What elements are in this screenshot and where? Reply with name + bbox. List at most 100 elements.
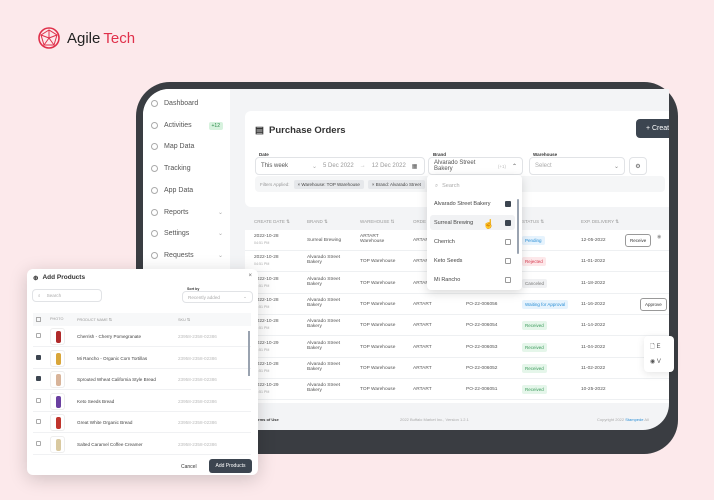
date-to[interactable]: 12 Dec 2022 <box>371 163 406 169</box>
brand-option-label: Cherrich <box>434 238 455 245</box>
product-search-input[interactable]: ⌕ Search <box>32 289 102 302</box>
menu-item-edit[interactable]: 🗋 E <box>650 342 661 352</box>
column-header[interactable]: ORDE <box>413 219 427 224</box>
brand-search-input[interactable]: Search <box>442 183 460 189</box>
checkbox[interactable] <box>505 238 511 245</box>
warehouse-select[interactable]: Select ⌄ <box>529 157 625 175</box>
create-time: 04:51 PM <box>254 326 270 331</box>
sidebar-item-reports[interactable]: Reports ⌄ <box>151 208 223 216</box>
product-row[interactable]: Great White Organic Bread 23958-2358-0238… <box>33 412 251 433</box>
sidebar-item-map-data[interactable]: Map Data <box>151 143 223 151</box>
date-filter[interactable]: This week ⌄ 5 Dec 2022 → 12 Dec 2022 ▦ <box>255 157 425 175</box>
add-products-button[interactable]: Add Products <box>209 459 252 473</box>
filter-chip[interactable]: × Brand: Alvarado Street <box>367 179 425 189</box>
brand-option[interactable]: Keto Seeds <box>430 253 515 268</box>
create-button[interactable]: + Create <box>635 119 669 138</box>
po-number: PO-22-006053 <box>466 344 498 350</box>
product-name: Salted Caramel Coffee Creamer <box>77 441 143 447</box>
table-row[interactable]: 2022-10-28 04:51 PM Alvarado Street Bakery… <box>245 294 669 315</box>
date-range-select[interactable]: This week <box>261 163 289 169</box>
scrollbar[interactable] <box>248 331 250 376</box>
sidebar-item-app-data[interactable]: App Data <box>151 186 223 194</box>
brand-extra-count: (+1) <box>497 163 506 169</box>
create-time: 04:51 PM <box>254 262 270 267</box>
modal-title: ⊕ Add Products <box>33 274 85 282</box>
create-date: 2022-10-29 <box>254 340 279 346</box>
brand-option-label: Alvarado Street Bakery <box>434 200 491 207</box>
sidebar-item-dashboard[interactable]: Dashboard <box>151 100 223 107</box>
close-icon[interactable]: × <box>248 273 252 279</box>
product-checkbox[interactable] <box>36 354 41 360</box>
create-time: 04:51 PM <box>254 304 270 309</box>
eye-icon[interactable]: ◉ <box>657 235 662 240</box>
product-checkbox[interactable] <box>36 440 41 446</box>
checkbox[interactable] <box>505 257 511 264</box>
approve-button[interactable]: Approve <box>640 297 667 311</box>
brand-dropdown: ⌕ Search Alvarado Street Bakery Surreal Br… <box>427 175 522 290</box>
col-sku[interactable]: SKU ⇅ <box>178 318 191 322</box>
column-header[interactable]: CREATE DATE ⇅ <box>254 219 290 224</box>
brand-select[interactable]: Alvarado Street Bakery (+1) ⌃ <box>428 157 523 175</box>
product-row[interactable]: Sprouted Wheat California Style Bread 239… <box>33 369 251 390</box>
product-checkbox[interactable] <box>36 376 41 381</box>
brand-option[interactable]: Mi Rancho <box>430 272 515 287</box>
cancel-button[interactable]: Cancel <box>181 464 197 470</box>
sidebar-item-requests[interactable]: Requests ⌄ <box>151 251 223 259</box>
sidebar-item-activities[interactable]: Activities +12 <box>151 121 223 130</box>
column-header[interactable]: EXP. DELIVERY ⇅ <box>581 219 620 224</box>
menu-item-view[interactable]: ◉ V <box>650 358 661 365</box>
column-header[interactable]: STATUS ⇅ <box>522 219 545 224</box>
product-row[interactable]: Salted Caramel Coffee Creamer 23958-2358-… <box>33 434 251 455</box>
search-placeholder: Search <box>46 293 62 298</box>
table-row[interactable]: 2022-10-29 04:51 PM Alvarado Street Bakery… <box>245 379 669 401</box>
table-row[interactable]: 2022-10-28 04:51 PM Alvarado Street Bakery… <box>245 315 669 337</box>
product-checkbox[interactable] <box>36 333 41 338</box>
scrollbar[interactable] <box>517 199 519 254</box>
status-badge: Received <box>522 363 547 373</box>
table-row[interactable]: 2022-10-28 04:51 PM Alvarado Street Bakery… <box>245 358 669 379</box>
column-header[interactable]: BRAND ⇅ <box>307 219 328 224</box>
checkbox[interactable] <box>505 219 511 226</box>
chevron-down-icon: ⌄ <box>312 163 318 170</box>
brand-option[interactable]: Cherrich <box>430 234 515 249</box>
product-row[interactable]: Keto Seeds Bread 23958-2358-02386 <box>33 391 251 412</box>
sidebar-item-tracking[interactable]: Tracking <box>151 165 223 173</box>
arrow-right-icon: → <box>359 163 366 169</box>
brand-option[interactable]: Surreal Brewing <box>430 215 515 230</box>
chevron-up-icon: ⌃ <box>511 163 517 170</box>
product-sku: 23958-2358-02386 <box>178 420 217 425</box>
brand-option[interactable]: Alvarado Street Bakery <box>430 196 515 211</box>
product-sku: 23958-2358-02386 <box>178 377 217 382</box>
gear-icon <box>151 230 158 238</box>
create-time: 04:51 PM <box>254 241 270 245</box>
checkbox[interactable] <box>505 200 511 207</box>
filter-settings-button[interactable]: ⚙ <box>629 157 647 175</box>
product-checkbox[interactable] <box>36 397 41 403</box>
column-header[interactable]: WAREHOUSE ⇅ <box>360 219 395 224</box>
product-checkbox[interactable] <box>36 419 41 424</box>
brand-cell: Alvarado Street Bakery <box>307 255 341 266</box>
col-product-name[interactable]: PRODUCT NAME ⇅ <box>77 318 112 322</box>
filter-chip[interactable]: × Warehouse: TOP Warehouse <box>293 179 364 189</box>
date-from[interactable]: 5 Dec 2022 <box>323 163 354 169</box>
sidebar-item-settings[interactable]: Settings ⌄ <box>151 230 223 238</box>
order-cell: ARTART <box>413 259 432 265</box>
brand-cell: Alvarado Street Bakery <box>307 383 341 394</box>
checkbox[interactable] <box>505 276 511 283</box>
product-row[interactable]: Mi Rancho - Organic Corn Tortillas 23958-… <box>33 348 251 369</box>
sort-select[interactable]: Recently added ⌄ <box>182 291 253 303</box>
table-row[interactable]: 2022-10-28 04:51 PM Alvarado Street Bakery… <box>245 273 669 294</box>
create-time: 04:51 PM <box>254 390 270 395</box>
network-globe-icon <box>38 27 60 49</box>
receive-button[interactable]: Receive <box>625 234 652 247</box>
table-row[interactable]: 2022-10-29 04:51 PM Alvarado Street Bakery… <box>245 337 669 358</box>
product-row[interactable]: Cherrish - Cherry Pomegranate 23958-2358-… <box>33 326 251 347</box>
tracking-icon <box>151 165 158 173</box>
search-icon: ⌕ <box>435 182 439 189</box>
brand-search[interactable]: ⌕ Search <box>431 179 518 193</box>
order-cell: ARTART <box>413 387 432 393</box>
warehouse-cell: TOP Warehouse <box>360 365 396 371</box>
stampede-link[interactable]: Stampede <box>625 417 644 422</box>
select-all-checkbox[interactable] <box>36 317 41 322</box>
order-cell: ARTART <box>413 323 432 329</box>
